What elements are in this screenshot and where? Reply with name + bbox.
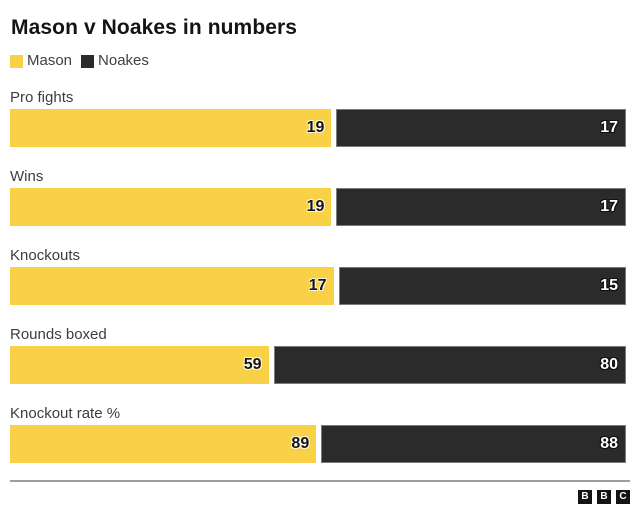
bbc-logo-letter-1: B: [578, 490, 592, 504]
bar-pair: 19 17: [10, 188, 626, 226]
footer-divider: [10, 480, 630, 482]
noakes-bar: 15: [338, 267, 626, 305]
bar-pair: 59 80: [10, 346, 626, 384]
legend-label-mason: Mason: [27, 52, 73, 69]
legend: Mason Noakes: [10, 53, 630, 69]
bar-rows: Pro fights 19 17 Wins 19 17: [10, 90, 630, 463]
noakes-bar: 80: [273, 346, 626, 384]
bar-pair: 89 88: [10, 425, 626, 463]
mason-value-label: 19: [306, 198, 325, 215]
noakes-bar: 88: [321, 425, 626, 463]
noakes-value-label: 17: [600, 198, 618, 215]
mason-bar: 17: [10, 267, 334, 305]
category-label: Wins: [10, 168, 44, 185]
noakes-value-label: 88: [600, 435, 618, 452]
bar-row: Rounds boxed 59 80: [10, 327, 630, 384]
legend-swatch-noakes: [81, 54, 95, 68]
category-label: Knockouts: [10, 247, 81, 264]
bar-row: Pro fights 19 17: [10, 90, 630, 147]
noakes-bar: 17: [336, 188, 626, 226]
noakes-value-label: 15: [600, 277, 618, 294]
mason-value-label: 19: [306, 119, 325, 136]
category-label: Pro fights: [10, 89, 74, 106]
bbc-logo: B B C: [10, 490, 630, 504]
legend-label-noakes: Noakes: [98, 52, 149, 69]
noakes-bar: 17: [336, 109, 626, 147]
bar-row: Wins 19 17: [10, 169, 630, 226]
bar-pair: 19 17: [10, 109, 626, 147]
bar-row: Knockout rate % 89 88: [10, 406, 630, 463]
legend-swatch-mason: [10, 54, 23, 68]
mason-value-label: 89: [291, 435, 310, 452]
mason-value-label: 17: [308, 277, 327, 294]
noakes-value-label: 80: [600, 356, 618, 373]
mason-bar: 89: [10, 425, 317, 463]
bar-row: Knockouts 17 15: [10, 248, 630, 305]
category-label: Rounds boxed: [10, 326, 107, 343]
bbc-logo-letter-2: B: [597, 490, 611, 504]
mason-bar: 19: [10, 109, 332, 147]
mason-bar: 19: [10, 188, 332, 226]
noakes-value-label: 17: [600, 119, 618, 136]
bbc-logo-letter-3: C: [616, 490, 630, 504]
mason-bar: 59: [10, 346, 269, 384]
mason-value-label: 59: [243, 356, 262, 373]
chart-title: Mason v Noakes in numbers: [11, 16, 298, 39]
category-label: Knockout rate %: [10, 405, 121, 422]
bar-pair: 17 15: [10, 267, 626, 305]
